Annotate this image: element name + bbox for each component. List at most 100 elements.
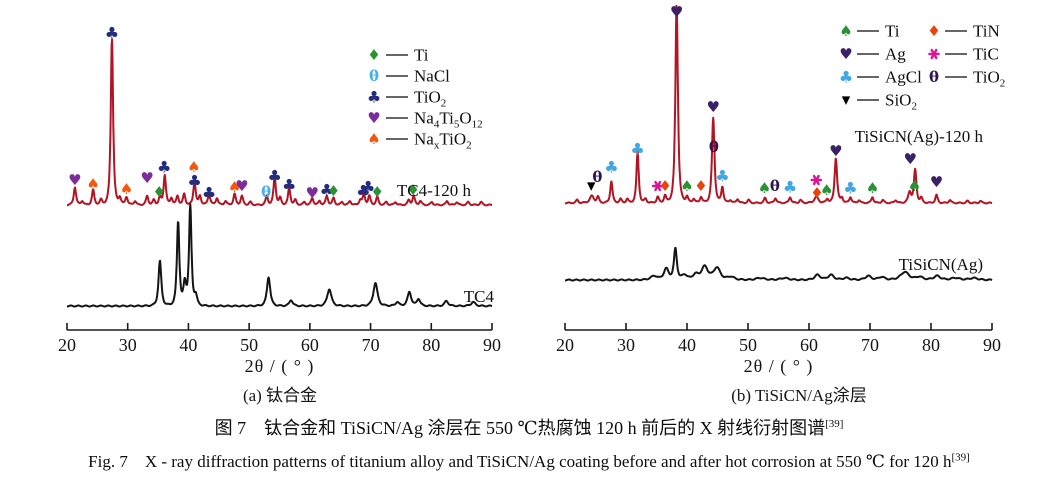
x-tick-label: 80 [422, 335, 440, 355]
marker-theta: θ [369, 67, 379, 85]
x-tick-label: 80 [922, 335, 940, 355]
marker-club: ♣ [604, 158, 618, 177]
marker-club: ♣ [282, 176, 296, 195]
marker-diamond: ♦ [367, 46, 380, 64]
chart-panel-a: 20 30 40 50 60 70 80 90♥ ♠♣♠♥♦♣ ♠♣♣ ♠♥ θ♣ ♣ ♥ ♣♦ ♣♣♦ ♦TC… [58, 24, 501, 356]
x-tick-label: 70 [362, 335, 380, 355]
legend-label: TiN [973, 22, 1000, 41]
xrd-curve [66, 38, 493, 207]
marker-spade: ♠ [680, 177, 693, 195]
curve-label: TiSiCN(Ag)-120 h [855, 127, 984, 146]
legend-label: Na4Ti5O12 [414, 109, 483, 131]
x-tick-label: 20 [556, 335, 574, 355]
legend-label: TiO2 [973, 68, 1005, 90]
marker-heart: ♥ [68, 171, 81, 189]
legend-label: TiC [973, 45, 999, 64]
subcaption-a: (a) 钛合金 [242, 386, 318, 405]
marker-diamond: ♦ [153, 183, 166, 201]
marker-theta: θ [770, 177, 780, 195]
marker-spade: ♠ [866, 179, 879, 197]
marker-heart: ♥ [839, 45, 852, 63]
x-tick-label: 30 [119, 335, 137, 355]
x-tick-label: 40 [678, 335, 696, 355]
x-axis: 20 30 40 50 60 70 80 90 [58, 323, 501, 355]
legend-label: NaCl [414, 67, 450, 86]
x-tick-label: 60 [800, 335, 818, 355]
x-tick-label: 70 [861, 335, 879, 355]
marker-club: ♣ [105, 24, 119, 43]
x-tick-label: 60 [301, 335, 319, 355]
marker-spade: ♠ [820, 181, 833, 199]
xrd-curve [564, 4, 993, 205]
marker-heart: ♥ [140, 169, 153, 187]
marker-heart: ♥ [707, 98, 720, 116]
marker-theta: θ [929, 68, 939, 86]
figure-caption-en-ref: [39] [951, 451, 970, 464]
marker-club: ♣ [367, 88, 381, 107]
marker-tri: ▼ [842, 94, 851, 107]
figure-caption-zh-ref: [39] [825, 418, 844, 430]
marker-club: ♣ [843, 179, 857, 198]
marker-heart: ♥ [670, 3, 683, 21]
marker-heart: ♥ [235, 177, 248, 195]
marker-heart: ♥ [306, 184, 319, 202]
legend-label: NaxTiO2 [414, 130, 472, 152]
legend-label: TiO2 [414, 88, 446, 110]
figure-caption-zh-text: 图 7 钛合金和 TiSiCN/Ag 涂层在 550 ℃热腐蚀 120 h 前后… [214, 418, 826, 438]
x-tick-label: 90 [983, 335, 1001, 355]
marker-diamond: ♦ [327, 182, 340, 200]
marker-spade: ♠ [367, 130, 380, 148]
marker-diamond: ♦ [694, 177, 707, 195]
legend-label: Ag [885, 45, 906, 64]
marker-club: ♣ [356, 182, 370, 201]
marker-spade: ♠ [758, 179, 771, 197]
chart-panel-b: 20 30 40 50 60 70 80 90▼θ♣♣♦♥♠ ♦♥θ♣♠θ ♣ ♦♠♥♣ ♠♥♠ ♥Ti… [556, 3, 1005, 355]
marker-spade: ♠ [86, 175, 99, 193]
marker-asterisk [928, 48, 940, 60]
x-tick-label: 40 [179, 335, 197, 355]
x-tick-label: 90 [483, 335, 501, 355]
x-tick-label: 50 [240, 335, 258, 355]
marker-heart: ♥ [904, 150, 917, 168]
marker-club: ♣ [157, 158, 171, 177]
x-tick-label: 30 [617, 335, 635, 355]
marker-diamond: ♦ [371, 183, 384, 201]
legend-label: AgCl [885, 68, 922, 87]
marker-club: ♣ [783, 178, 797, 197]
legend: ♠ Ti ♥ Ag ♣ AgCl ▼ SiO2 ♦ TiN TiC θ TiO2 [839, 22, 1005, 113]
figure-caption-en: Fig. 7 X - ray diffraction patterns of t… [0, 447, 1058, 472]
curve-label: TiSiCN(Ag) [899, 255, 983, 274]
marker-club: ♣ [839, 68, 853, 87]
marker-spade: ♠ [120, 180, 133, 198]
marker-spade: ♠ [908, 177, 921, 195]
legend-label: Ti [885, 22, 900, 41]
curve-label: TC4-120 h [397, 181, 472, 200]
marker-heart: ♥ [930, 173, 943, 191]
marker-asterisk [810, 174, 823, 186]
curve-label: TC4 [464, 287, 495, 306]
marker-diamond: ♦ [406, 181, 419, 199]
marker-club: ♣ [187, 172, 201, 191]
marker-asterisk [651, 180, 664, 192]
marker-tri: ▼ [587, 180, 596, 193]
x-axis: 20 30 40 50 60 70 80 90 [556, 323, 1001, 355]
marker-theta: θ [709, 138, 719, 156]
figure-caption-zh: 图 7 钛合金和 TiSiCN/Ag 涂层在 550 ℃热腐蚀 120 h 前后… [0, 414, 1058, 440]
marker-club: ♣ [715, 167, 729, 186]
x-tick-label: 20 [58, 335, 76, 355]
marker-diamond: ♦ [658, 177, 671, 195]
marker-theta: θ [592, 168, 602, 186]
marker-club: ♣ [630, 140, 644, 159]
x-tick-label: 50 [739, 335, 757, 355]
marker-diamond: ♦ [810, 184, 823, 202]
marker-club: ♣ [202, 184, 216, 203]
legend-label: SiO2 [885, 91, 917, 113]
subcaption-b: (b) TiSiCN/Ag涂层 [731, 386, 867, 405]
marker-heart: ♥ [367, 109, 380, 127]
xrd-series-TC4: TC4 [66, 203, 495, 308]
legend: ♦ Ti θ NaCl ♣ TiO2 ♥ Na4Ti5O12 ♠ NaxTiO2 [367, 46, 483, 152]
marker-theta: θ [261, 183, 271, 201]
xrd-series-TiSiCN-Ag-: TiSiCN(Ag) [564, 246, 993, 282]
marker-heart: ♥ [829, 142, 842, 160]
